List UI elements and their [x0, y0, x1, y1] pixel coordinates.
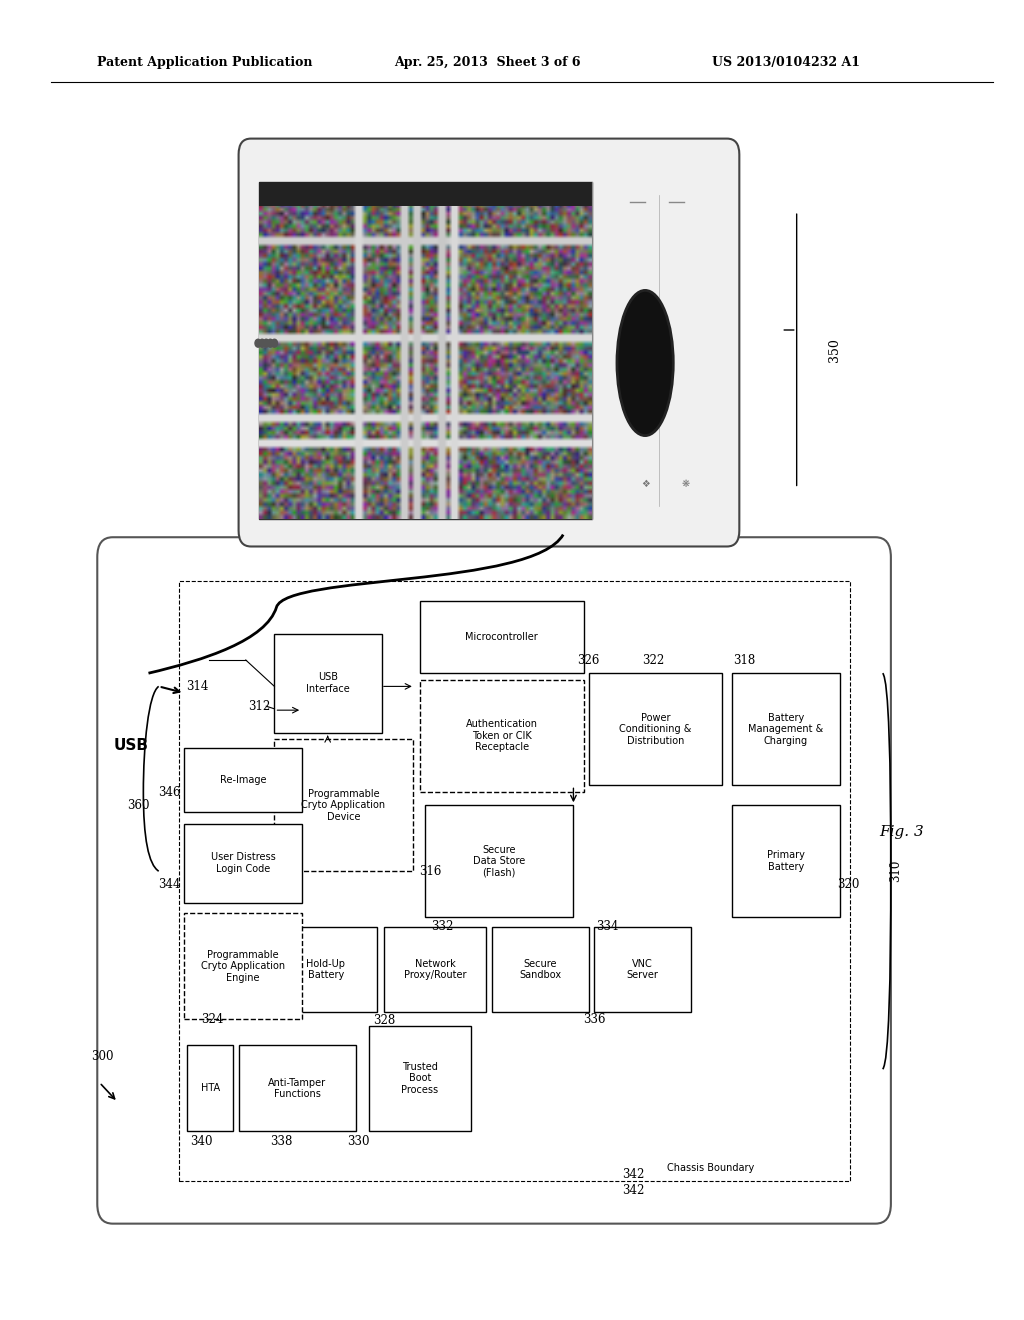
Circle shape [263, 339, 269, 347]
Text: Authentication
Token or CIK
Receptacle: Authentication Token or CIK Receptacle [466, 719, 538, 752]
FancyBboxPatch shape [274, 739, 413, 871]
FancyBboxPatch shape [259, 182, 592, 519]
Text: Programmable
Cryto Application
Device: Programmable Cryto Application Device [301, 788, 386, 822]
Text: 340: 340 [190, 1135, 213, 1148]
FancyBboxPatch shape [239, 1045, 356, 1131]
FancyBboxPatch shape [594, 927, 691, 1012]
FancyBboxPatch shape [492, 927, 589, 1012]
Text: Re-Image: Re-Image [220, 775, 266, 785]
Text: 314: 314 [186, 680, 209, 693]
Text: Anti-Tamper
Functions: Anti-Tamper Functions [268, 1077, 327, 1100]
Text: 320: 320 [837, 878, 859, 891]
FancyBboxPatch shape [384, 927, 486, 1012]
FancyBboxPatch shape [184, 824, 302, 903]
Text: 316: 316 [419, 865, 441, 878]
Text: Network
Proxy/Router: Network Proxy/Router [403, 958, 467, 981]
Text: 346: 346 [158, 785, 180, 799]
Text: 332: 332 [431, 920, 454, 933]
Text: Fig. 3: Fig. 3 [879, 825, 924, 838]
Text: Apr. 25, 2013  Sheet 3 of 6: Apr. 25, 2013 Sheet 3 of 6 [394, 55, 581, 69]
Text: 336: 336 [583, 1012, 605, 1026]
Circle shape [271, 339, 278, 347]
FancyBboxPatch shape [420, 680, 584, 792]
Text: 328: 328 [373, 1014, 395, 1027]
Text: US 2013/0104232 A1: US 2013/0104232 A1 [712, 55, 860, 69]
Text: HTA: HTA [201, 1084, 220, 1093]
Text: ❖: ❖ [641, 479, 649, 490]
FancyBboxPatch shape [732, 805, 840, 917]
Text: Primary
Battery: Primary Battery [767, 850, 805, 873]
Text: ❋: ❋ [682, 479, 690, 490]
Circle shape [259, 339, 265, 347]
FancyBboxPatch shape [274, 634, 382, 733]
FancyBboxPatch shape [187, 1045, 233, 1131]
Text: 330: 330 [347, 1135, 370, 1148]
Text: 312: 312 [248, 700, 270, 713]
Text: 318: 318 [733, 653, 756, 667]
Text: Chassis Boundary: Chassis Boundary [667, 1163, 755, 1173]
Text: Battery
Management &
Charging: Battery Management & Charging [749, 713, 823, 746]
Text: User Distress
Login Code: User Distress Login Code [211, 853, 275, 874]
FancyBboxPatch shape [274, 927, 377, 1012]
Circle shape [267, 339, 273, 347]
Text: Microcontroller: Microcontroller [465, 632, 539, 642]
Text: 300: 300 [91, 1049, 114, 1063]
Text: 342: 342 [622, 1184, 644, 1197]
Text: 324: 324 [201, 1012, 223, 1026]
Text: VNC
Server: VNC Server [627, 958, 658, 981]
Ellipse shape [616, 290, 674, 436]
Text: 350: 350 [828, 338, 841, 362]
Text: 310: 310 [890, 861, 902, 882]
Circle shape [255, 339, 261, 347]
FancyBboxPatch shape [425, 805, 573, 917]
FancyBboxPatch shape [732, 673, 840, 785]
Text: 326: 326 [578, 653, 600, 667]
FancyBboxPatch shape [369, 1026, 471, 1131]
Text: USB
Interface: USB Interface [306, 672, 350, 694]
Text: 344: 344 [158, 878, 180, 891]
Text: Patent Application Publication: Patent Application Publication [97, 55, 312, 69]
Text: 334: 334 [596, 920, 618, 933]
FancyBboxPatch shape [97, 537, 891, 1224]
Text: Secure
Data Store
(Flash): Secure Data Store (Flash) [473, 845, 525, 878]
Text: USB: USB [114, 738, 148, 754]
FancyBboxPatch shape [589, 673, 722, 785]
FancyBboxPatch shape [184, 748, 302, 812]
Text: Secure
Sandbox: Secure Sandbox [519, 958, 561, 981]
FancyBboxPatch shape [420, 601, 584, 673]
Text: Trusted
Boot
Process: Trusted Boot Process [401, 1061, 438, 1096]
FancyBboxPatch shape [239, 139, 739, 546]
Text: 342: 342 [622, 1168, 644, 1181]
Text: Hold-Up
Battery: Hold-Up Battery [306, 958, 345, 981]
Text: 360: 360 [127, 799, 150, 812]
FancyBboxPatch shape [184, 913, 302, 1019]
Text: Programmable
Cryto Application
Engine: Programmable Cryto Application Engine [201, 949, 286, 983]
Text: Power
Conditioning &
Distribution: Power Conditioning & Distribution [620, 713, 691, 746]
Text: 322: 322 [642, 653, 665, 667]
FancyBboxPatch shape [259, 182, 592, 206]
Text: 338: 338 [270, 1135, 293, 1148]
